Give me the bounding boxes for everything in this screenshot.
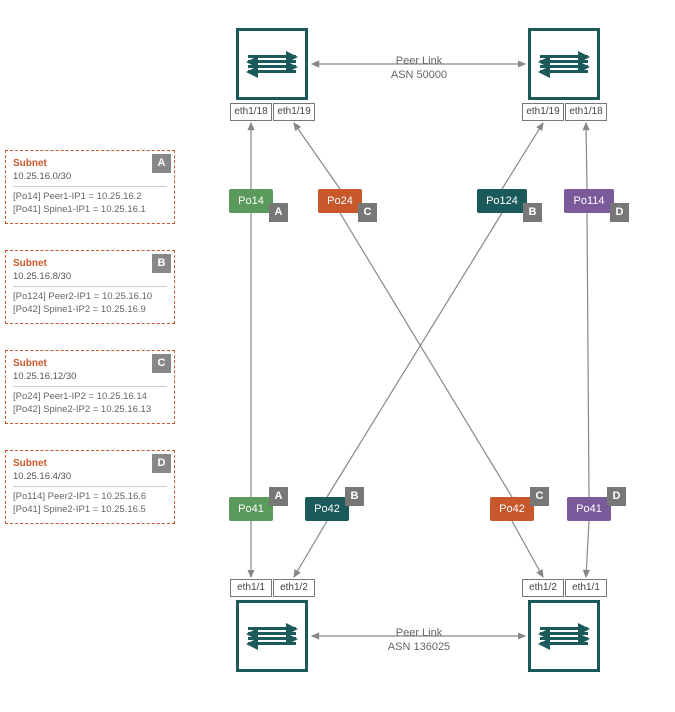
subnet-title: Subnet: [13, 157, 167, 170]
peer-link-asn: ASN 50000: [384, 68, 454, 82]
port-channel-po114: Po114: [564, 189, 614, 213]
port-channel-badge: A: [269, 487, 288, 506]
subnet-box-b: BSubnet10.25.16.8/30 [Po124] Peer2-IP1 = …: [5, 250, 175, 324]
peer-link-label-bottom: Peer Link ASN 136025: [384, 626, 454, 654]
subnet-line: [Po24] Peer1-IP2 = 10.25.16.14: [13, 390, 167, 403]
subnet-line: [Po41] Spine2-IP1 = 10.25.16.5: [13, 503, 167, 516]
peer-link-asn: ASN 136025: [384, 640, 454, 654]
eth-port-label: eth1/18: [230, 103, 272, 121]
port-channel-po14: Po14: [229, 189, 273, 213]
peer-link-label-top: Peer Link ASN 50000: [384, 54, 454, 82]
subnet-title: Subnet: [13, 257, 167, 270]
eth-port-label: eth1/2: [522, 579, 564, 597]
leaf-switch-2: [528, 600, 600, 672]
port-channel-po42c: Po42: [490, 497, 534, 521]
subnet-badge: A: [152, 154, 171, 173]
port-channel-badge: C: [530, 487, 549, 506]
port-channel-badge: D: [607, 487, 626, 506]
eth-port-label: eth1/19: [273, 103, 315, 121]
port-channel-po42b: Po42: [305, 497, 349, 521]
subnet-network: 10.25.16.8/30: [13, 270, 167, 283]
subnet-line: [Po14] Peer1-IP1 = 10.25.16.2: [13, 190, 167, 203]
port-channel-badge: D: [610, 203, 629, 222]
port-channel-badge: B: [345, 487, 364, 506]
subnet-line: [Po42] Spine2-IP2 = 10.25.16.13: [13, 403, 167, 416]
eth-port-label: eth1/19: [522, 103, 564, 121]
peer-link-text: Peer Link: [384, 626, 454, 640]
port-channel-po41d: Po41: [567, 497, 611, 521]
eth-port-label: eth1/1: [565, 579, 607, 597]
subnet-title: Subnet: [13, 457, 167, 470]
subnet-badge: C: [152, 354, 171, 373]
subnet-box-a: ASubnet10.25.16.0/30 [Po14] Peer1-IP1 = 1…: [5, 150, 175, 224]
port-channel-badge: C: [358, 203, 377, 222]
subnet-badge: D: [152, 454, 171, 473]
subnet-box-c: CSubnet10.25.16.12/30 [Po24] Peer1-IP2 = …: [5, 350, 175, 424]
leaf-switch-1: [236, 600, 308, 672]
subnet-line: [Po124] Peer2-IP1 = 10.25.16.10: [13, 290, 167, 303]
spine-switch-2: [528, 28, 600, 100]
spine-switch-1: [236, 28, 308, 100]
subnet-badge: B: [152, 254, 171, 273]
subnet-network: 10.25.16.12/30: [13, 370, 167, 383]
peer-link-text: Peer Link: [384, 54, 454, 68]
port-channel-po124: Po124: [477, 189, 527, 213]
port-channel-badge: A: [269, 203, 288, 222]
eth-port-label: eth1/2: [273, 579, 315, 597]
subnet-line: [Po41] Spine1-IP1 = 10.25.16.1: [13, 203, 167, 216]
subnet-title: Subnet: [13, 357, 167, 370]
port-channel-po24: Po24: [318, 189, 362, 213]
eth-port-label: eth1/18: [565, 103, 607, 121]
subnet-box-d: DSubnet10.25.16.4/30 [Po114] Peer2-IP1 = …: [5, 450, 175, 524]
subnet-line: [Po42] Spine1-IP2 = 10.25.16.9: [13, 303, 167, 316]
subnet-line: [Po114] Peer2-IP1 = 10.25.16.6: [13, 490, 167, 503]
subnet-network: 10.25.16.0/30: [13, 170, 167, 183]
subnet-network: 10.25.16.4/30: [13, 470, 167, 483]
port-channel-po41a: Po41: [229, 497, 273, 521]
port-channel-badge: B: [523, 203, 542, 222]
eth-port-label: eth1/1: [230, 579, 272, 597]
